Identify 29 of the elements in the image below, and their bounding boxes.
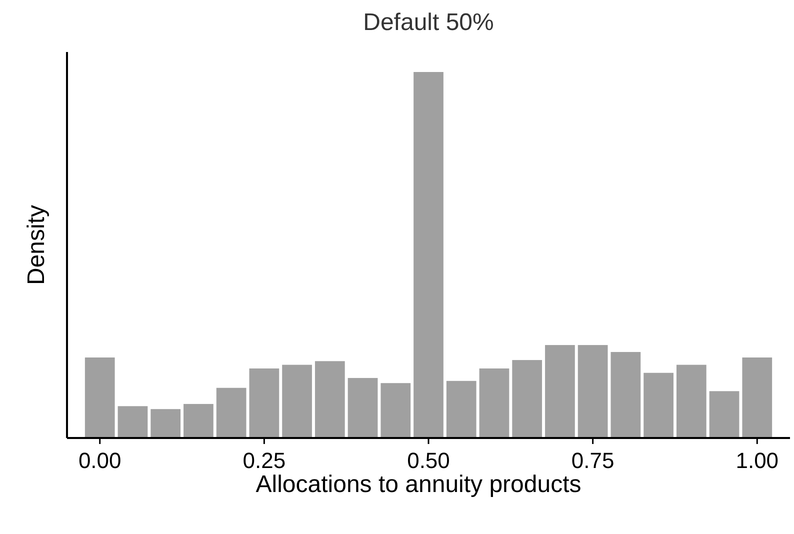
bar bbox=[84, 357, 115, 438]
bar bbox=[545, 345, 575, 438]
bar bbox=[446, 380, 476, 438]
x-tick-label: 1.00 bbox=[736, 448, 779, 473]
y-axis-title: Density bbox=[23, 204, 50, 286]
x-tick-label: 0.25 bbox=[242, 448, 286, 473]
chart-title: Default 50% bbox=[363, 9, 494, 36]
bar bbox=[314, 361, 345, 438]
bar bbox=[610, 352, 641, 438]
bar bbox=[380, 383, 411, 438]
bar bbox=[118, 406, 148, 438]
bar bbox=[216, 388, 246, 438]
x-tick-label: 0.75 bbox=[571, 448, 614, 473]
bar bbox=[184, 404, 214, 438]
bar bbox=[742, 357, 772, 438]
bar bbox=[578, 345, 608, 438]
bar bbox=[282, 364, 312, 438]
bar bbox=[348, 378, 378, 438]
x-tick-label: 0.50 bbox=[407, 448, 450, 473]
bar bbox=[512, 360, 542, 438]
bar bbox=[150, 409, 181, 438]
bar bbox=[709, 391, 740, 438]
x-axis-title: Allocations to annuity products bbox=[256, 471, 582, 498]
bar bbox=[676, 364, 706, 438]
bar bbox=[479, 368, 510, 438]
bar bbox=[414, 72, 444, 438]
bar bbox=[249, 368, 280, 438]
x-tick-label: 0.00 bbox=[78, 448, 122, 473]
bar bbox=[644, 372, 674, 438]
